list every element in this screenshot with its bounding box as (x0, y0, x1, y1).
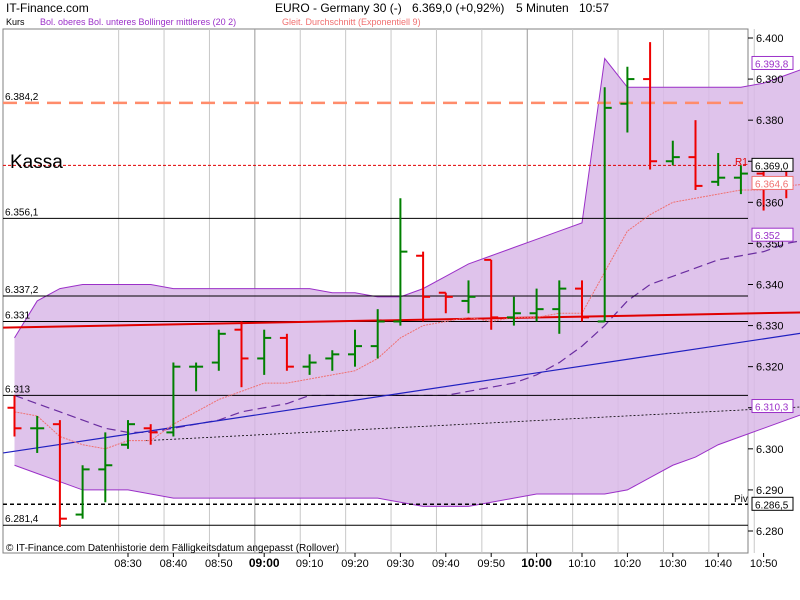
x-tick-label: 10:00 (521, 556, 552, 570)
bollinger-lower-line (14, 414, 800, 507)
x-tick-label: 10:30 (659, 558, 687, 570)
x-tick-label: 09:50 (477, 558, 505, 570)
price-tag-box (751, 55, 794, 70)
ohlc-bar (52, 420, 67, 527)
y-tick-label: 6.300 (756, 444, 784, 456)
ohlc-bar (30, 415, 45, 453)
level-label: 6.281,4 (5, 514, 39, 525)
time-label: 10:57 (579, 1, 610, 15)
r1-label: R1 (735, 157, 748, 168)
x-tick-label: 08:50 (205, 558, 233, 570)
ohlc-bar (665, 140, 680, 166)
trendline-dotted (146, 406, 800, 442)
level-label: 6.356,1 (5, 207, 39, 218)
footer-note: © IT-Finance.com Datenhistorie dem Fälli… (6, 543, 339, 554)
price-tag-box (751, 175, 794, 190)
y-tick-label: 6.360 (756, 197, 784, 209)
y-tick-label: 6.380 (756, 115, 784, 127)
interval-label: 5 Minuten (516, 1, 569, 15)
price-tag-label: 6.364,6 (755, 179, 789, 190)
ohlc-bar (552, 280, 567, 334)
ohlc-bar (620, 66, 635, 133)
ohlc-bar (370, 309, 385, 359)
x-tick-label: 09:40 (432, 558, 460, 570)
ohlc-bar (733, 165, 748, 195)
price-tag-label: 6.286,5 (755, 500, 789, 511)
brand-label: IT-Finance.com (6, 1, 89, 15)
ohlc-bar (257, 329, 272, 375)
ohlc-bar (597, 87, 612, 323)
time-axis: 08:30 08:40 08:50 09:00 09:10 09:20 09:30 09:40… (114, 553, 777, 570)
ohlc-bar (529, 288, 544, 322)
price-tag-label: 6.393,8 (755, 59, 789, 70)
x-tick-label: 10:40 (704, 558, 732, 570)
ohlc-bar (7, 395, 22, 437)
ohlc-bar (393, 198, 408, 326)
bollinger-fill (14, 58, 800, 507)
y-tick-label: 6.400 (756, 33, 784, 45)
ohlc-bar (143, 424, 158, 445)
price-tag-label: 6.369,0 (755, 161, 789, 172)
legend-kurs: Kurs (6, 17, 25, 27)
ohlc-bar (484, 258, 499, 330)
legend-bollinger: Bol. oberes Bol. unteres Bollinger mittl… (40, 17, 237, 27)
ohlc-bar (575, 280, 589, 322)
ohlc-bar (643, 42, 658, 170)
x-tick-label: 09:30 (387, 558, 415, 570)
trendline-red (3, 311, 800, 329)
y-tick-label: 6.340 (756, 280, 784, 292)
ohlc-bar (234, 321, 249, 388)
level-label: 6.313 (5, 384, 30, 395)
ohlc-bar (75, 465, 90, 519)
y-tick-label: 6.330 (756, 321, 784, 333)
x-tick-label: 08:40 (160, 558, 188, 570)
legend-ema: Gleit. Durchschnitt (Exponentiell 9) (282, 17, 421, 27)
ohlc-bar (302, 354, 317, 375)
y-tick-label: 6.280 (756, 526, 784, 538)
x-tick-label: 10:20 (614, 558, 642, 570)
x-tick-label: 09:10 (296, 558, 324, 570)
level-label: 6.337,2 (5, 285, 39, 296)
price-tags: 6.393,8 6.369,0 6.364,6 6.352 6.310,3 6.286,5 (751, 55, 794, 511)
ohlc-bar (121, 420, 135, 449)
ohlc-bar (189, 362, 204, 392)
y-tick-label: 6.390 (756, 74, 784, 86)
ohlc-bar (166, 362, 181, 437)
y-tick-label: 6.320 (756, 362, 784, 374)
piv-label: Piv (734, 494, 748, 505)
ohlc-bar (506, 296, 521, 326)
level-label: 6.384,2 (5, 92, 39, 103)
ohlc-bar (325, 350, 340, 371)
y-tick-label: 6.290 (756, 485, 784, 497)
ohlc-bar (279, 333, 294, 371)
ohlc-bar (688, 120, 703, 191)
price-tag-box (751, 227, 794, 242)
price-tag-label: 6.352 (755, 231, 780, 242)
ohlc-bar (98, 432, 113, 503)
level-label: 6.331 (5, 310, 30, 321)
ohlc-bar (711, 153, 726, 186)
ohlc-bar (348, 329, 362, 367)
x-tick-label: 09:20 (341, 558, 369, 570)
ohlc-bar (211, 329, 226, 371)
price-tag-box (751, 399, 794, 414)
ohlc-bar (416, 251, 431, 322)
price-tag-box (751, 496, 794, 511)
x-tick-label: 09:00 (249, 556, 280, 570)
x-tick-label: 10:10 (568, 558, 596, 570)
chart-title: EURO - Germany 30 (-) (275, 1, 402, 15)
ohlc-bar (438, 291, 453, 314)
x-tick-label: 10:50 (750, 558, 778, 570)
price-tag-box (751, 157, 794, 172)
ohlc-bar (461, 280, 476, 314)
trendline-blue (3, 332, 800, 454)
x-tick-label: 08:30 (114, 558, 142, 570)
kassa-label: Kassa (10, 152, 63, 173)
price-tag-label: 6.310,3 (755, 403, 789, 414)
price-change: 6.369,0 (+0,92%) (412, 1, 505, 15)
trendlines (3, 311, 800, 454)
